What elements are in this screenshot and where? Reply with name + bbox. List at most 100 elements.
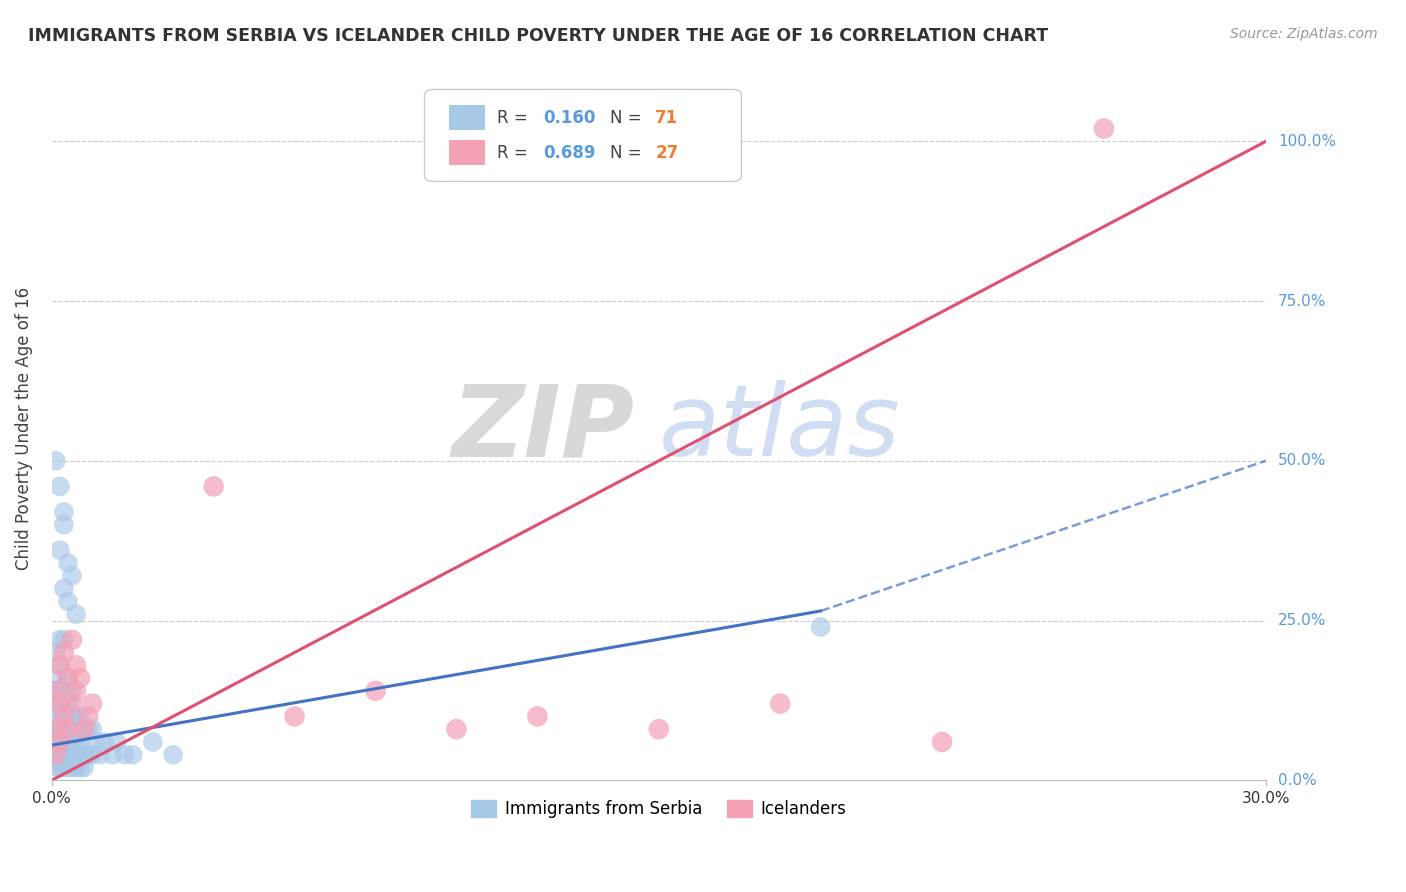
Point (69, 709, 91, 723)
Point (52, 760, 75, 774)
Point (93, 735, 115, 749)
Text: 25.0%: 25.0% (1278, 613, 1326, 628)
Point (45, 760, 67, 774)
Point (77, 747, 100, 762)
Point (45, 454, 67, 468)
Point (45, 722, 67, 736)
Point (73, 722, 96, 736)
Text: 0.0%: 0.0% (1278, 772, 1317, 788)
Y-axis label: Child Poverty Under the Age of 16: Child Poverty Under the Age of 16 (15, 287, 32, 570)
Point (45, 741, 67, 756)
Point (49, 658, 72, 673)
Point (77, 722, 100, 736)
Point (121, 747, 143, 762)
Point (56, 722, 79, 736)
Point (810, 620, 832, 634)
Text: Source: ZipAtlas.com: Source: ZipAtlas.com (1230, 27, 1378, 41)
Point (65, 658, 87, 673)
Point (52, 517, 75, 532)
Point (45, 683, 67, 698)
Point (45, 747, 67, 762)
Point (60, 760, 83, 774)
Point (60, 632, 83, 647)
Point (73, 722, 96, 736)
Point (45, 646, 67, 660)
Point (49, 735, 72, 749)
Point (49, 683, 72, 698)
FancyBboxPatch shape (449, 105, 485, 130)
Point (101, 747, 124, 762)
Point (52, 709, 75, 723)
Point (52, 709, 75, 723)
Point (56, 735, 79, 749)
Point (49, 722, 72, 736)
Point (526, 709, 548, 723)
Point (52, 632, 75, 647)
Text: N =: N = (610, 109, 647, 127)
Point (65, 747, 87, 762)
Point (60, 569, 83, 583)
Point (49, 735, 72, 749)
FancyBboxPatch shape (449, 140, 485, 165)
Point (56, 671, 79, 685)
Point (73, 747, 96, 762)
Point (56, 671, 79, 685)
Point (45, 709, 67, 723)
Legend: Immigrants from Serbia, Icelanders: Immigrants from Serbia, Icelanders (464, 793, 853, 825)
Point (45, 671, 67, 685)
Point (56, 722, 79, 736)
Point (49, 658, 72, 673)
Text: 71: 71 (655, 109, 678, 127)
Point (49, 697, 72, 711)
Point (49, 479, 72, 493)
Point (446, 722, 468, 736)
Point (142, 735, 165, 749)
Point (65, 735, 87, 749)
Point (65, 683, 87, 698)
Point (60, 747, 83, 762)
Point (60, 697, 83, 711)
Point (49, 709, 72, 723)
Point (45, 683, 67, 698)
Point (65, 607, 87, 622)
Point (45, 697, 67, 711)
Point (52, 747, 75, 762)
Point (89, 747, 111, 762)
Point (162, 747, 184, 762)
Point (769, 697, 792, 711)
Point (648, 722, 671, 736)
Text: 0.689: 0.689 (544, 144, 596, 161)
Point (49, 632, 72, 647)
Point (82, 697, 104, 711)
Text: 100.0%: 100.0% (1278, 134, 1336, 149)
Text: 0.160: 0.160 (544, 109, 596, 127)
Point (65, 709, 87, 723)
Text: 50.0%: 50.0% (1278, 453, 1326, 468)
Point (60, 709, 83, 723)
Text: R =: R = (498, 109, 533, 127)
Point (60, 683, 83, 698)
Point (931, 735, 953, 749)
Point (45, 722, 67, 736)
Point (364, 683, 387, 698)
Text: 27: 27 (655, 144, 679, 161)
Point (49, 747, 72, 762)
Text: 75.0%: 75.0% (1278, 293, 1326, 309)
Point (45, 754, 67, 768)
Point (56, 556, 79, 570)
Point (49, 543, 72, 558)
Point (52, 505, 75, 519)
Point (56, 747, 79, 762)
Text: N =: N = (610, 144, 647, 161)
Text: R =: R = (498, 144, 533, 161)
Point (65, 760, 87, 774)
Text: ZIP: ZIP (451, 380, 634, 477)
Point (60, 735, 83, 749)
Text: IMMIGRANTS FROM SERBIA VS ICELANDER CHILD POVERTY UNDER THE AGE OF 16 CORRELATIO: IMMIGRANTS FROM SERBIA VS ICELANDER CHIL… (28, 27, 1049, 45)
Point (52, 683, 75, 698)
Point (69, 671, 91, 685)
Point (52, 646, 75, 660)
Point (284, 709, 307, 723)
Point (202, 479, 225, 493)
Point (73, 760, 96, 774)
